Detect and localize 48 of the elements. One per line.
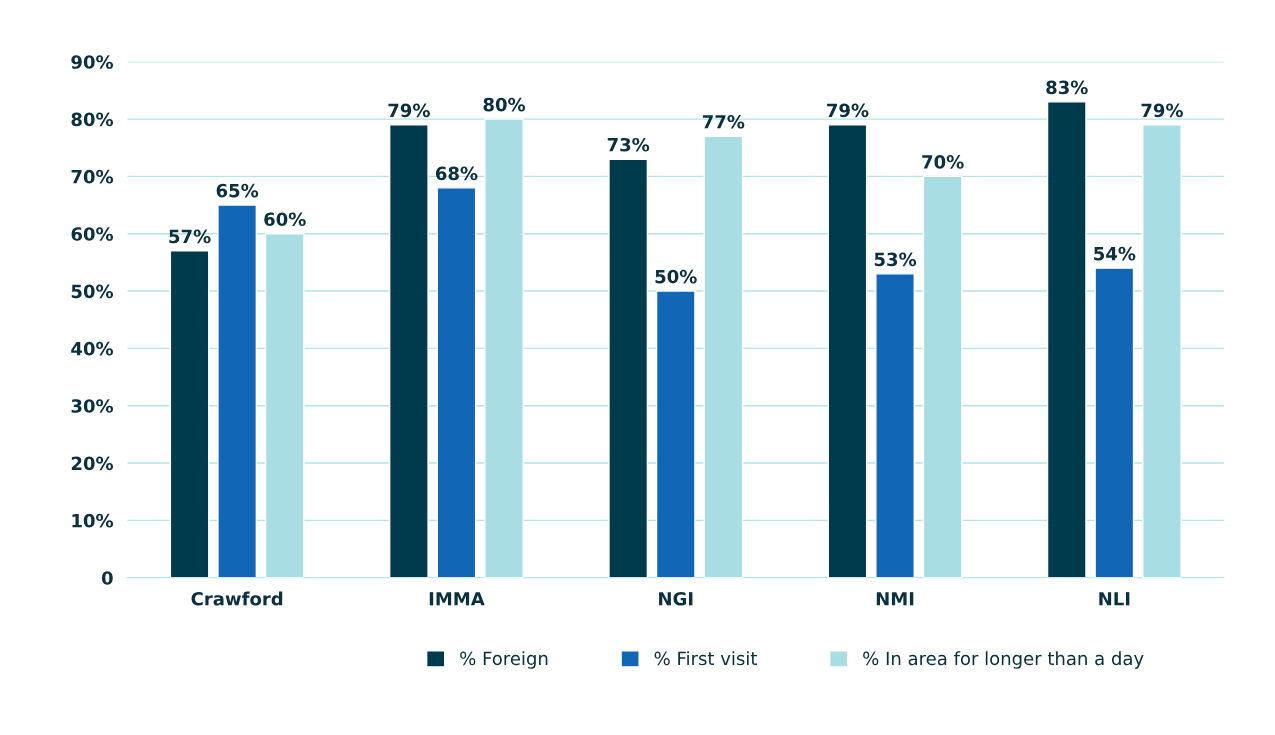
data-label: 70% [922, 155, 964, 169]
bar [436, 187, 477, 578]
bar [484, 118, 524, 578]
bar [1094, 267, 1135, 578]
bar [655, 290, 696, 578]
data-label: 79% [388, 103, 430, 118]
legend-label: % In area for longer than a day [863, 651, 1144, 669]
y-tick-label: 40% [71, 341, 114, 356]
bar [217, 204, 258, 578]
bar [922, 175, 963, 578]
y-tick-label: 20% [71, 456, 114, 471]
data-label: 79% [1141, 103, 1183, 118]
data-label: 53% [874, 252, 917, 267]
data-label: 68% [435, 166, 478, 181]
y-tick-label: 50% [71, 284, 114, 299]
x-tick-label: NMI [876, 592, 914, 606]
legend-label: % Foreign [460, 651, 548, 669]
bar [875, 273, 915, 578]
bar [1142, 124, 1182, 578]
y-tick-label: 70% [71, 169, 114, 184]
data-label: 57% [169, 229, 211, 244]
bar [169, 250, 210, 578]
data-label: 83% [1046, 80, 1088, 95]
data-label: 65% [216, 183, 259, 198]
x-tick-label: NLI [1099, 592, 1130, 606]
data-label: 60% [264, 212, 306, 227]
bar [1046, 101, 1087, 578]
bar [264, 233, 305, 578]
x-tick-label: IMMA [429, 592, 485, 606]
data-label: 79% [827, 103, 869, 118]
bar [827, 124, 868, 578]
data-label: 73% [607, 137, 650, 152]
y-tick-label: 0 [101, 571, 113, 585]
legend-label: % First visit [654, 651, 758, 666]
data-label: 77% [702, 114, 745, 129]
y-tick-label: 90% [71, 55, 114, 69]
x-tick-label: NGI [659, 591, 693, 606]
y-tick-label: 10% [72, 513, 114, 528]
data-label: 50% [655, 269, 697, 284]
y-tick-label: 60% [71, 227, 114, 241]
data-label: 54% [1094, 246, 1136, 261]
bar [388, 124, 429, 578]
data-label: 80% [483, 97, 526, 112]
y-tick-label: 30% [71, 399, 114, 413]
x-tick-label: Crawford [191, 591, 283, 606]
bar [608, 158, 649, 578]
bar [703, 135, 744, 578]
y-tick-label: 80% [71, 112, 114, 127]
